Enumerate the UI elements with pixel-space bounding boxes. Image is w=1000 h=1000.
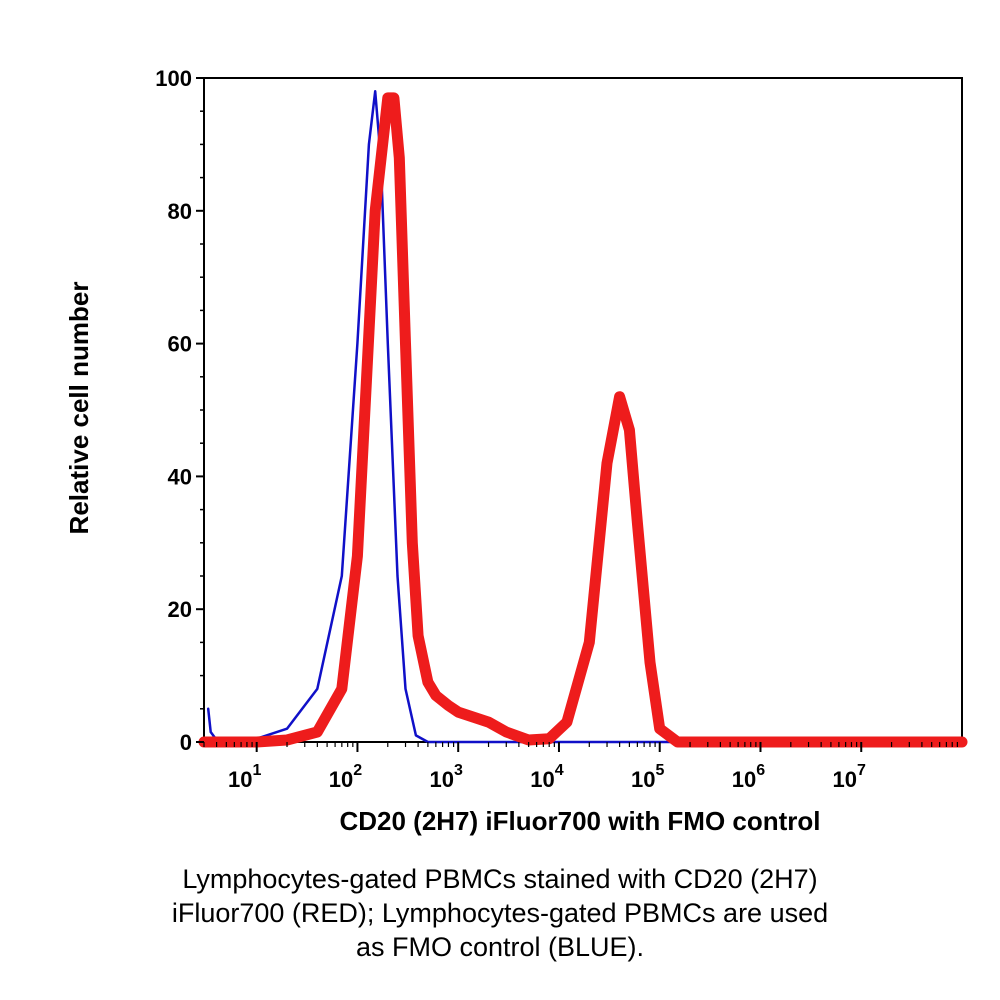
y-tick-label: 0 [180,730,192,755]
series-2-line [198,92,968,748]
plot-border [203,77,963,743]
x-axis-title: CD20 (2H7) iFluor700 with FMO control [339,806,820,836]
series-layer [198,90,968,748]
caption-line-2: iFluor700 (RED); Lymphocytes-gated PBMCs… [171,898,829,928]
caption-line-1: Lymphocytes-gated PBMCs stained with CD2… [182,864,818,894]
x-tick-label: 103 [430,762,463,792]
x-tick-label: 104 [530,762,563,792]
x-tick-label: 106 [732,762,765,792]
x-tick-label: 105 [631,762,664,792]
histogram-chart: 0 20 40 60 80 100 101 102 103 104 105 106 107 Relati… [64,66,968,836]
y-tick-label: 60 [168,332,192,357]
x-tick-label: 101 [228,762,261,792]
plot-frame [203,77,963,743]
y-tick-label: 20 [168,597,192,622]
x-tick-label: 102 [329,762,362,792]
y-tick-label: 100 [155,66,192,91]
figure-caption: Lymphocytes-gated PBMCs stained with CD2… [0,862,1000,964]
caption-line-3: as FMO control (BLUE). [355,932,645,962]
y-axis-title: Relative cell number [64,282,94,535]
ticks-layer: 0 20 40 60 80 100 101 102 103 104 105 106 107 [155,66,958,792]
x-tick-label: 107 [833,762,866,792]
y-tick-label: 80 [168,199,192,224]
y-tick-label: 40 [168,464,192,489]
